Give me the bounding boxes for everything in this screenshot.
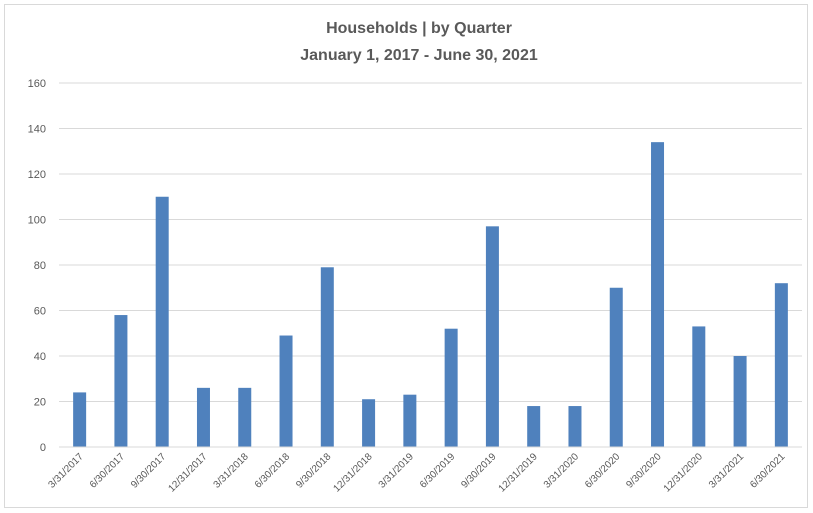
x-tick-label: 9/30/2019 xyxy=(459,451,499,491)
bar xyxy=(568,406,582,447)
chart-title: Households | by Quarter xyxy=(326,20,512,37)
bar xyxy=(238,387,252,447)
bar xyxy=(114,315,128,447)
y-tick-label: 140 xyxy=(28,124,46,136)
x-tick-label: 3/31/2018 xyxy=(212,451,252,491)
bar xyxy=(774,283,788,447)
x-tick-label: 12/31/2018 xyxy=(332,451,375,494)
y-tick-label: 120 xyxy=(28,169,46,181)
x-tick-label: 3/31/2020 xyxy=(542,451,582,491)
bar xyxy=(527,406,541,447)
gridlines xyxy=(59,82,802,402)
y-tick-label: 0 xyxy=(40,442,46,454)
x-tick-label: 3/31/2019 xyxy=(377,451,417,491)
y-tick-label: 160 xyxy=(28,78,46,90)
y-tick-label: 40 xyxy=(34,351,46,363)
bar xyxy=(73,392,87,447)
y-tick-label: 80 xyxy=(34,260,46,272)
y-tick-label: 20 xyxy=(34,397,46,409)
bar xyxy=(279,335,293,447)
x-tick-label: 12/31/2017 xyxy=(166,451,209,494)
x-tick-label: 3/31/2021 xyxy=(707,451,747,491)
x-tick-label: 6/30/2020 xyxy=(583,451,623,491)
bar xyxy=(692,326,706,447)
bar xyxy=(733,356,747,447)
bar xyxy=(362,399,376,447)
bar xyxy=(320,267,334,447)
chart-subtitle: January 1, 2017 - June 30, 2021 xyxy=(300,47,538,64)
bar xyxy=(196,387,210,447)
x-tick-label: 12/31/2019 xyxy=(497,451,540,494)
x-tick-label: 6/30/2018 xyxy=(253,451,293,491)
bar xyxy=(609,287,623,447)
bar xyxy=(444,328,458,447)
x-tick-label: 9/30/2017 xyxy=(129,451,169,491)
x-tick-label: 6/30/2019 xyxy=(418,451,458,491)
bar xyxy=(485,226,499,447)
x-tick-label: 6/30/2021 xyxy=(748,451,788,491)
x-tick-label: 9/30/2018 xyxy=(294,451,334,491)
y-axis-tick-labels: 0 20 40 60 80 100 120 140 160 xyxy=(28,78,46,454)
bar xyxy=(155,196,169,447)
x-tick-label: 12/31/2020 xyxy=(662,451,705,494)
y-tick-label: 60 xyxy=(34,306,46,318)
bar xyxy=(651,142,665,447)
x-tick-label: 6/30/2017 xyxy=(88,451,128,491)
x-tick-label: 9/30/2020 xyxy=(624,451,664,491)
bars xyxy=(73,142,788,447)
x-tick-label: 3/31/2017 xyxy=(47,451,87,491)
bar xyxy=(403,394,417,447)
y-tick-label: 100 xyxy=(28,215,46,227)
